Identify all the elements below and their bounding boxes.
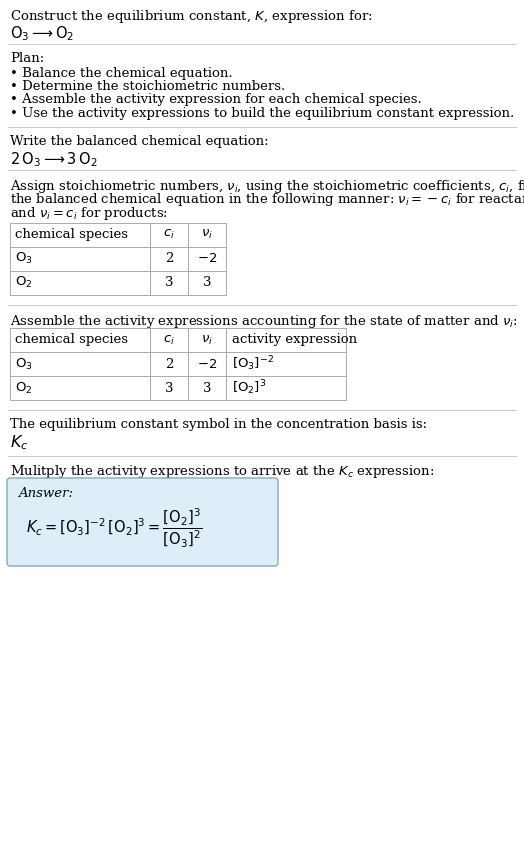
Text: 3: 3 (203, 382, 211, 395)
Text: • Use the activity expressions to build the equilibrium constant expression.: • Use the activity expressions to build … (10, 107, 514, 120)
Text: $2\,\mathrm{O_3} \longrightarrow 3\,\mathrm{O_2}$: $2\,\mathrm{O_3} \longrightarrow 3\,\mat… (10, 150, 97, 169)
Text: • Determine the stoichiometric numbers.: • Determine the stoichiometric numbers. (10, 80, 285, 93)
Text: Assign stoichiometric numbers, $\nu_i$, using the stoichiometric coefficients, $: Assign stoichiometric numbers, $\nu_i$, … (10, 178, 524, 195)
Text: Answer:: Answer: (18, 487, 73, 500)
Text: The equilibrium constant symbol in the concentration basis is:: The equilibrium constant symbol in the c… (10, 418, 427, 431)
Text: $\mathrm{O_2}$: $\mathrm{O_2}$ (15, 380, 32, 395)
Text: • Assemble the activity expression for each chemical species.: • Assemble the activity expression for e… (10, 94, 422, 106)
Text: 3: 3 (165, 382, 173, 395)
Text: chemical species: chemical species (15, 228, 128, 241)
Text: $[\mathrm{O_2}]^{3}$: $[\mathrm{O_2}]^{3}$ (232, 379, 266, 397)
Text: Plan:: Plan: (10, 52, 44, 65)
Text: $K_c$: $K_c$ (10, 433, 28, 452)
Text: $\mathrm{O_3}$: $\mathrm{O_3}$ (15, 251, 32, 266)
Text: 3: 3 (165, 276, 173, 289)
Text: the balanced chemical equation in the following manner: $\nu_i = -c_i$ for react: the balanced chemical equation in the fo… (10, 191, 524, 208)
Text: $\nu_i$: $\nu_i$ (201, 334, 213, 346)
Text: • Balance the chemical equation.: • Balance the chemical equation. (10, 67, 233, 79)
Text: Write the balanced chemical equation:: Write the balanced chemical equation: (10, 135, 269, 148)
Text: Construct the equilibrium constant, $K$, expression for:: Construct the equilibrium constant, $K$,… (10, 8, 373, 25)
Text: $\mathrm{O_3} \longrightarrow \mathrm{O_2}$: $\mathrm{O_3} \longrightarrow \mathrm{O_… (10, 24, 74, 43)
FancyBboxPatch shape (7, 478, 278, 566)
Bar (10, 328, 346, 400)
Text: activity expression: activity expression (232, 334, 357, 346)
Text: $[\mathrm{O_3}]^{-2}$: $[\mathrm{O_3}]^{-2}$ (232, 355, 274, 373)
Bar (10, 223, 226, 294)
Text: $K_c = [\mathrm{O_3}]^{-2}\,[\mathrm{O_2}]^{3} = \dfrac{[\mathrm{O_2}]^{3}}{[\ma: $K_c = [\mathrm{O_3}]^{-2}\,[\mathrm{O_2… (26, 507, 202, 550)
Text: and $\nu_i = c_i$ for products:: and $\nu_i = c_i$ for products: (10, 205, 168, 222)
Text: $c_i$: $c_i$ (163, 334, 175, 346)
Text: 2: 2 (165, 252, 173, 265)
Text: Assemble the activity expressions accounting for the state of matter and $\nu_i$: Assemble the activity expressions accoun… (10, 313, 518, 330)
Text: chemical species: chemical species (15, 334, 128, 346)
Text: $\nu_i$: $\nu_i$ (201, 228, 213, 241)
Text: $-2$: $-2$ (197, 357, 217, 371)
Text: Mulitply the activity expressions to arrive at the $K_c$ expression:: Mulitply the activity expressions to arr… (10, 464, 434, 481)
Text: 2: 2 (165, 357, 173, 371)
Text: $\mathrm{O_3}$: $\mathrm{O_3}$ (15, 357, 32, 372)
Text: 3: 3 (203, 276, 211, 289)
Text: $-2$: $-2$ (197, 252, 217, 265)
Text: $c_i$: $c_i$ (163, 228, 175, 241)
Text: $\mathrm{O_2}$: $\mathrm{O_2}$ (15, 275, 32, 290)
